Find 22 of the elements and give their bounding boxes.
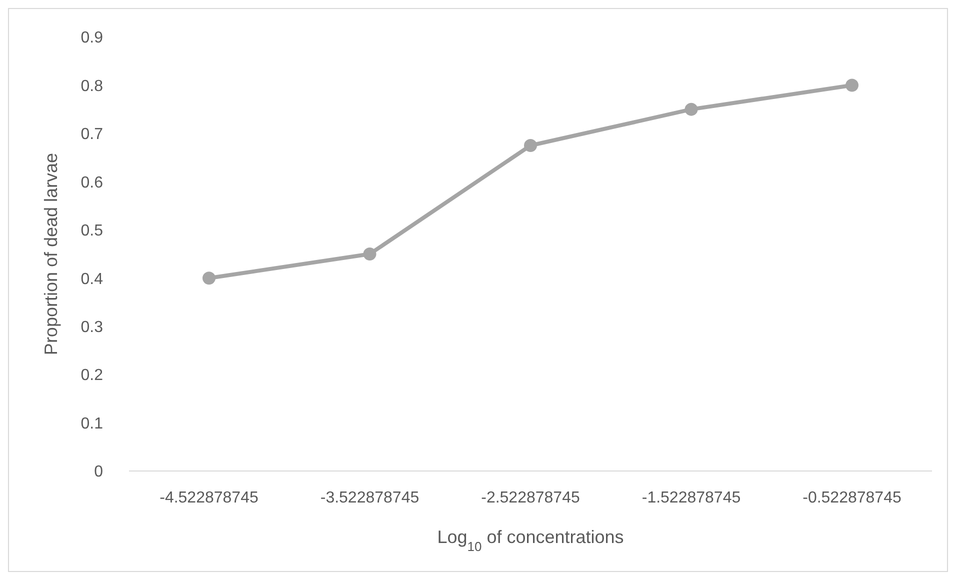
x-tick-label: -3.522878745: [320, 489, 420, 506]
x-tick-label: -2.522878745: [481, 489, 580, 506]
y-tick-label: 0.6: [80, 174, 104, 192]
y-tick-label: 0.2: [80, 367, 104, 384]
point: [846, 78, 858, 92]
y-tick-label: 0.5: [80, 222, 104, 240]
y-tick-label: 0.4: [80, 270, 104, 288]
y-tick-label: 0.9: [80, 30, 104, 47]
x-tick-label: -0.522878745: [802, 489, 902, 506]
y-tick-label: 0.8: [80, 78, 104, 95]
y-axis-title: Proportion of dead larvae: [41, 152, 61, 356]
point: [684, 102, 698, 116]
x-tick-label: -1.522878745: [642, 489, 741, 506]
y-tick-label: 0.1: [80, 415, 104, 432]
y-tick-label: 0: [94, 464, 104, 481]
point: [363, 248, 376, 260]
point: [202, 272, 216, 285]
x-axis-title: Log$_{10}$ of concentrations: [437, 527, 624, 554]
y-tick-label: 0.3: [80, 319, 104, 336]
y-tick-label: 0.7: [80, 126, 104, 144]
x-tick-label: -4.522878745: [160, 489, 258, 506]
point: [524, 139, 537, 152]
